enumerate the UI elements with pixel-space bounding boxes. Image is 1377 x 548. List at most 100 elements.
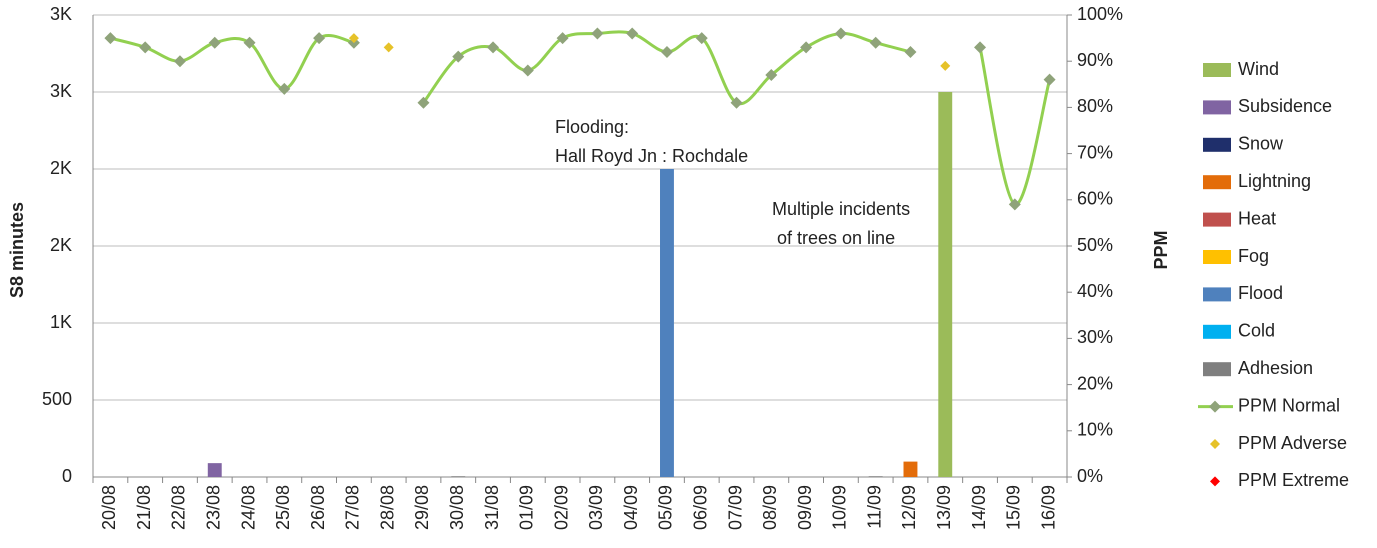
ppm-point — [348, 33, 359, 44]
bar — [451, 476, 466, 477]
ppm-marker — [173, 55, 186, 68]
annotation: of trees on line — [772, 228, 895, 248]
ppm-marker — [278, 82, 291, 95]
x-tick-label: 06/09 — [691, 485, 711, 530]
x-tick-label: 05/09 — [656, 485, 676, 530]
ppm-marker — [556, 32, 569, 45]
legend-swatch — [1203, 324, 1231, 339]
x-tick-label: 04/09 — [621, 485, 641, 530]
x-tick-label: 11/09 — [864, 485, 884, 529]
legend-swatch — [1203, 287, 1231, 302]
x-tick-label: 13/09 — [934, 485, 954, 530]
legend-swatch — [1203, 137, 1231, 152]
legend-label: Fog — [1238, 246, 1269, 266]
x-tick-label: 08/09 — [760, 485, 780, 530]
ppm-marker — [417, 96, 430, 109]
y-tick-label: 0 — [62, 466, 72, 486]
ppm-marker — [139, 41, 152, 54]
x-tick-label: 10/09 — [830, 485, 850, 530]
legend-label: PPM Normal — [1238, 395, 1340, 415]
ppm-marker — [834, 27, 847, 40]
ppm-marker — [1008, 198, 1021, 211]
ppm-point — [383, 42, 394, 53]
x-tick-label: 31/08 — [482, 485, 502, 530]
ppm-marker — [626, 27, 639, 40]
legend-swatch — [1203, 175, 1231, 190]
legend-label: Snow — [1238, 134, 1284, 154]
y-tick-label: 1K — [50, 312, 72, 332]
ppm-marker — [208, 36, 221, 49]
x-tick-label: 22/08 — [169, 485, 189, 530]
x-tick-label: 16/09 — [1038, 485, 1058, 530]
ppm-marker — [452, 50, 465, 63]
legend-swatch — [1203, 212, 1231, 227]
legend-swatch — [1203, 250, 1231, 264]
legend-swatch — [1203, 100, 1231, 115]
legend-label: Adhesion — [1238, 358, 1313, 378]
ppm-marker — [487, 41, 500, 54]
y2-tick-label: 10% — [1077, 420, 1113, 440]
y-axis-title: S8 minutes — [7, 202, 27, 298]
x-tick-label: 20/08 — [99, 485, 119, 530]
y2-tick-label: 40% — [1077, 281, 1113, 301]
y-tick-label: 2K — [50, 158, 72, 178]
legend-marker — [1210, 439, 1220, 449]
legend-marker — [1210, 476, 1220, 487]
legend-label: PPM Adverse — [1238, 433, 1347, 453]
y-tick-label: 500 — [42, 389, 72, 409]
legend-label: Wind — [1238, 59, 1279, 79]
x-tick-label: 21/08 — [134, 485, 154, 530]
y2-tick-label: 50% — [1077, 235, 1113, 255]
y2-tick-label: 60% — [1077, 189, 1113, 209]
y-tick-label: 3K — [50, 4, 72, 24]
ppm-marker — [104, 32, 117, 45]
ppm-marker — [869, 36, 882, 49]
bar — [938, 92, 953, 477]
legend-label: Cold — [1238, 321, 1275, 341]
ppm-point — [940, 60, 951, 71]
ppm-marker — [765, 69, 778, 82]
x-tick-label: 14/09 — [969, 485, 989, 530]
x-tick-label: 29/08 — [412, 485, 432, 530]
x-tick-label: 23/08 — [204, 485, 224, 530]
ppm-marker — [974, 41, 987, 54]
ppm-marker — [521, 64, 534, 77]
bar — [868, 476, 883, 477]
y-tick-label: 2K — [50, 235, 72, 255]
ppm-marker — [243, 36, 256, 49]
legend-label: Lightning — [1238, 171, 1311, 191]
ppm-marker — [660, 45, 673, 58]
ppm-marker — [730, 96, 743, 109]
x-tick-label: 07/09 — [725, 485, 745, 530]
annotation: Multiple incidents — [772, 199, 910, 219]
x-tick-label: 09/09 — [795, 485, 815, 530]
y2-axis-title: PPM — [1151, 230, 1171, 269]
ppm-marker — [904, 45, 917, 58]
y2-tick-label: 100% — [1077, 4, 1123, 24]
x-tick-label: 27/08 — [343, 485, 363, 530]
x-tick-label: 24/08 — [238, 485, 258, 530]
x-tick-label: 28/08 — [377, 485, 397, 530]
annotation: Flooding: — [555, 117, 629, 137]
bar — [660, 169, 674, 477]
y2-tick-label: 20% — [1077, 373, 1113, 393]
ppm-marker — [313, 32, 326, 45]
legend-label: Subsidence — [1238, 96, 1332, 116]
x-tick-label: 02/09 — [551, 485, 571, 530]
y2-tick-label: 90% — [1077, 50, 1113, 70]
legend-swatch — [1203, 362, 1231, 377]
y2-tick-label: 30% — [1077, 327, 1113, 347]
x-tick-label: 30/08 — [447, 485, 467, 530]
y2-tick-label: 70% — [1077, 142, 1113, 162]
legend-label: PPM Extreme — [1238, 470, 1349, 490]
y-tick-label: 3K — [50, 81, 72, 101]
annotation: Hall Royd Jn : Rochdale — [555, 146, 748, 166]
x-tick-label: 25/08 — [273, 485, 293, 530]
x-tick-label: 15/09 — [1004, 485, 1024, 530]
ppm-marker — [1043, 73, 1056, 86]
ppm-marker — [800, 41, 813, 54]
y2-tick-label: 0% — [1077, 466, 1103, 486]
legend-label: Heat — [1238, 208, 1276, 228]
x-tick-label: 01/09 — [517, 485, 537, 530]
